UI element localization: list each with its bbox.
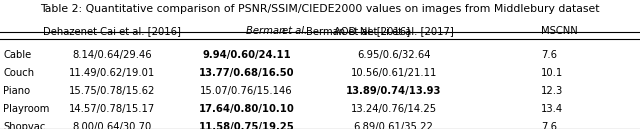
Text: 15.07/0.76/15.146: 15.07/0.76/15.146: [200, 86, 292, 96]
Text: Playroom: Playroom: [3, 104, 49, 114]
Text: Table 2: Quantitative comparison of PSNR/SSIM/CIEDE2000 values on images from Mi: Table 2: Quantitative comparison of PSNR…: [40, 4, 600, 14]
Text: AOD-Net Li et al. [2017]: AOD-Net Li et al. [2017]: [333, 26, 454, 36]
Text: Cable: Cable: [3, 50, 31, 60]
Text: 9.94/0.60/24.11: 9.94/0.60/24.11: [202, 50, 291, 60]
Text: 7.6: 7.6: [541, 50, 557, 60]
Text: MSCNN: MSCNN: [541, 26, 577, 36]
Text: 8.00/0.64/30.70: 8.00/0.64/30.70: [72, 122, 152, 129]
Text: et al.: et al.: [282, 26, 307, 36]
Text: 15.75/0.78/15.62: 15.75/0.78/15.62: [69, 86, 155, 96]
Text: Berman: Berman: [246, 26, 289, 36]
Text: 13.77/0.68/16.50: 13.77/0.68/16.50: [198, 68, 294, 78]
Text: Berman et al. [2016]: Berman et al. [2016]: [306, 26, 410, 36]
Text: 14.57/0.78/15.17: 14.57/0.78/15.17: [69, 104, 155, 114]
Text: Dehazenet Cai et al. [2016]: Dehazenet Cai et al. [2016]: [43, 26, 181, 36]
Text: 13.4: 13.4: [541, 104, 563, 114]
Text: 11.58/0.75/19.25: 11.58/0.75/19.25: [198, 122, 294, 129]
Text: 8.14/0.64/29.46: 8.14/0.64/29.46: [72, 50, 152, 60]
Text: Shopvac: Shopvac: [3, 122, 45, 129]
Text: 13.89/0.74/13.93: 13.89/0.74/13.93: [346, 86, 442, 96]
Text: Couch: Couch: [3, 68, 35, 78]
Text: 7.6: 7.6: [541, 122, 557, 129]
Text: 10.56/0.61/21.11: 10.56/0.61/21.11: [351, 68, 436, 78]
Text: 10.1: 10.1: [541, 68, 563, 78]
Text: 6.89/0.61/35.22: 6.89/0.61/35.22: [354, 122, 433, 129]
Text: 12.3: 12.3: [541, 86, 563, 96]
Text: Piano: Piano: [3, 86, 30, 96]
Text: 11.49/0.62/19.01: 11.49/0.62/19.01: [69, 68, 155, 78]
Text: 13.24/0.76/14.25: 13.24/0.76/14.25: [351, 104, 436, 114]
Text: 17.64/0.80/10.10: 17.64/0.80/10.10: [198, 104, 294, 114]
Text: 6.95/0.6/32.64: 6.95/0.6/32.64: [357, 50, 430, 60]
